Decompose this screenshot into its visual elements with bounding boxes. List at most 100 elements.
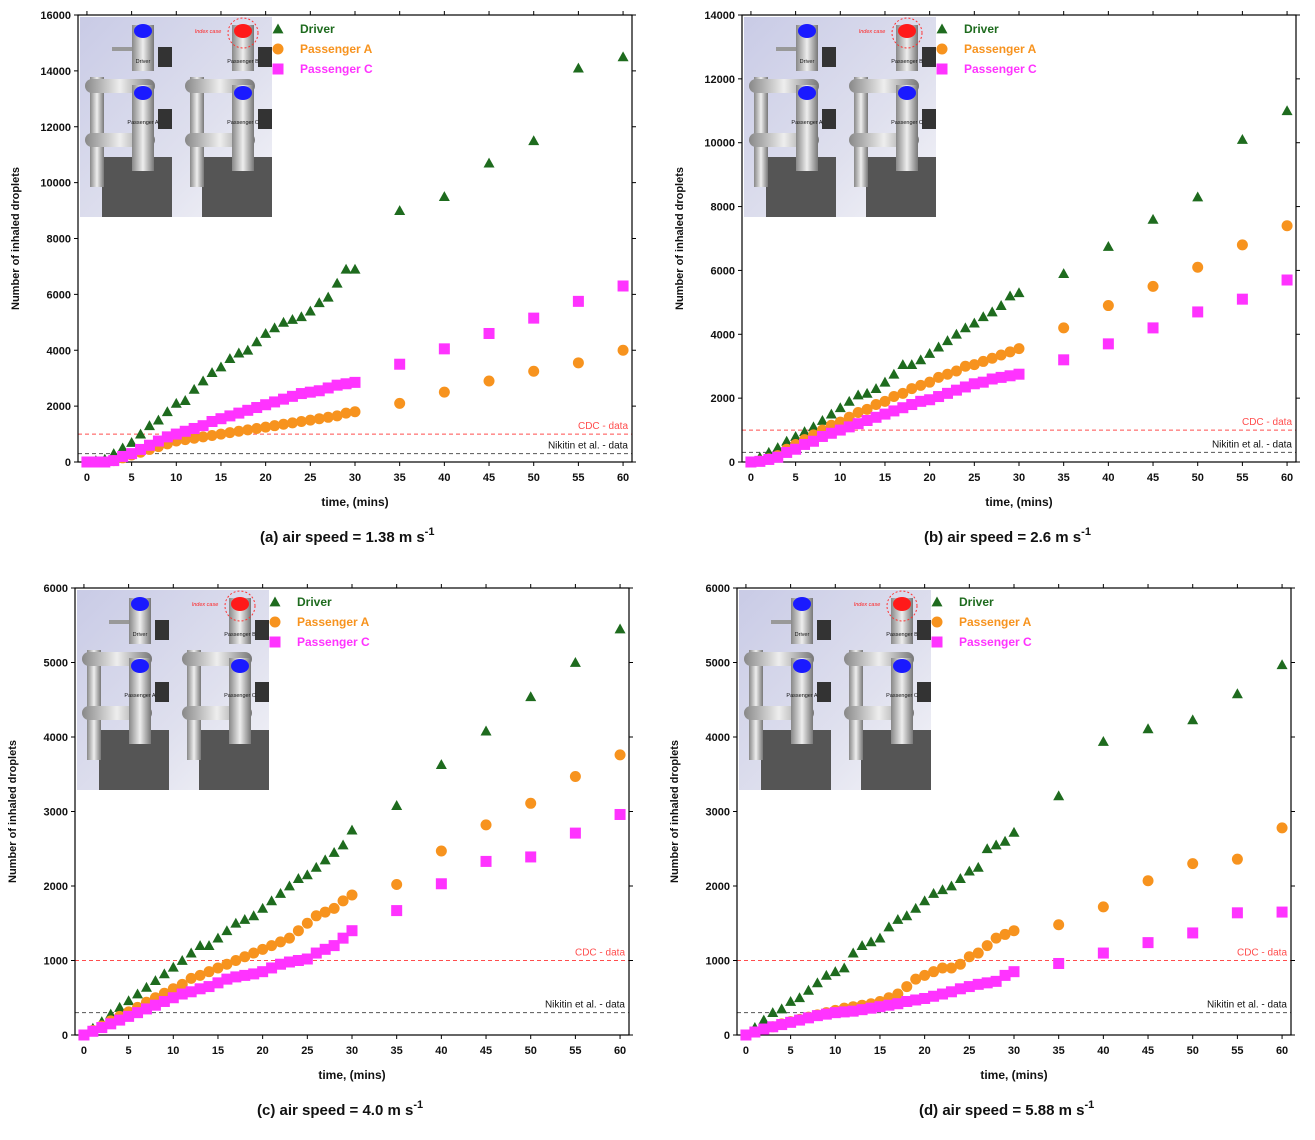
- marker-triangle: [950, 328, 962, 339]
- y-tick-label: 12000: [704, 74, 735, 86]
- x-tick-label: 45: [1142, 1045, 1154, 1057]
- x-tick-label: 0: [743, 1045, 749, 1057]
- marker-triangle: [999, 835, 1011, 846]
- marker-square: [906, 399, 918, 411]
- y-tick-label: 0: [724, 1030, 730, 1042]
- marker-square: [874, 1001, 886, 1013]
- marker-triangle: [852, 389, 864, 400]
- marker-square: [140, 1003, 152, 1015]
- mirror: [771, 620, 791, 624]
- reference-label: Nikitin et al. - data: [1212, 439, 1292, 450]
- marker-triangle: [197, 375, 209, 386]
- marker-square: [945, 986, 957, 998]
- inset-label: Passenger B: [891, 59, 923, 65]
- inset-label: Passenger C: [227, 120, 259, 126]
- marker-circle: [942, 368, 954, 380]
- x-tick-label: 40: [1097, 1045, 1109, 1057]
- head-passenger-c: [231, 659, 249, 673]
- marker-square: [266, 962, 278, 974]
- marker-circle: [239, 951, 251, 963]
- x-tick-label: 15: [212, 1045, 224, 1057]
- marker-circle: [304, 414, 316, 426]
- marker-triangle: [1008, 826, 1020, 837]
- marker-square: [215, 413, 227, 425]
- inset-label: Index case: [859, 29, 886, 35]
- y-tick-label: 2000: [711, 393, 735, 405]
- marker-circle: [394, 397, 406, 409]
- x-tick-label: 30: [349, 472, 361, 484]
- marker-square: [811, 1010, 823, 1022]
- legend-label: Passenger A: [300, 42, 373, 56]
- head-driver: [798, 24, 816, 38]
- marker-square: [167, 992, 179, 1004]
- marker-circle: [861, 403, 873, 415]
- marker-triangle: [847, 947, 859, 958]
- marker-triangle: [391, 800, 403, 810]
- marker-triangle: [781, 435, 793, 446]
- marker-circle: [995, 349, 1007, 361]
- seat-back: [749, 650, 763, 760]
- marker-circle: [1013, 343, 1025, 355]
- inset-label: Passenger C: [224, 693, 256, 699]
- reference-label: Nikitin et al. - data: [548, 441, 628, 452]
- marker-square: [924, 394, 936, 406]
- legend-label: Driver: [300, 22, 335, 36]
- marker-square: [203, 981, 215, 993]
- marker-circle: [242, 424, 254, 436]
- marker-square: [776, 1019, 788, 1031]
- marker-square: [794, 1014, 806, 1026]
- marker-circle: [295, 415, 307, 427]
- marker-triangle: [572, 62, 584, 73]
- x-tick-label: 5: [129, 472, 135, 484]
- marker-circle: [919, 969, 931, 981]
- y-tick-label: 4000: [711, 329, 735, 341]
- marker-circle: [391, 879, 403, 891]
- marker-triangle: [811, 977, 823, 988]
- marker-square: [954, 983, 966, 995]
- y-axis-label: Number of inhaled droplets: [674, 167, 686, 310]
- x-tick-label: 55: [569, 1045, 581, 1057]
- y-tick-label: 10000: [40, 178, 71, 190]
- marker-square: [310, 947, 322, 959]
- marker-square: [304, 386, 316, 398]
- inset-label: Driver: [800, 59, 815, 65]
- marker-circle: [1142, 875, 1154, 887]
- chart-panel: Driver Index case Passenger B Passenger A Pa…: [674, 10, 1300, 546]
- x-tick-label: 0: [748, 472, 754, 484]
- y-tick-label: 0: [729, 457, 735, 469]
- marker-square: [883, 999, 895, 1011]
- marker-triangle: [340, 263, 352, 274]
- marker-circle: [167, 983, 179, 995]
- inset-label: Passenger A: [791, 120, 823, 126]
- marker-square: [331, 379, 343, 391]
- marker-square: [197, 420, 209, 432]
- marker-circle: [1102, 300, 1114, 312]
- marker-square: [105, 1018, 117, 1030]
- marker-triangle: [915, 354, 927, 365]
- marker-square: [963, 981, 975, 993]
- marker-circle: [1231, 853, 1243, 865]
- legend-marker: [936, 63, 948, 75]
- marker-triangle: [986, 306, 998, 317]
- marker-circle: [269, 420, 281, 432]
- marker-triangle: [959, 322, 971, 333]
- marker-triangle: [152, 414, 164, 425]
- marker-triangle: [1276, 659, 1288, 670]
- inset-label: Index case: [195, 29, 222, 35]
- marker-square: [81, 456, 93, 468]
- body-lower: [129, 658, 151, 744]
- reference-label: CDC - data: [578, 421, 628, 432]
- dark-panel: [922, 47, 936, 67]
- marker-triangle: [194, 940, 206, 950]
- y-tick-label: 4000: [44, 732, 68, 744]
- x-tick-label: 30: [1008, 1045, 1020, 1057]
- marker-square: [767, 1021, 779, 1033]
- marker-circle: [1281, 220, 1293, 232]
- marker-square: [995, 371, 1007, 383]
- marker-triangle: [861, 387, 873, 398]
- marker-circle: [230, 955, 242, 966]
- marker-circle: [328, 902, 340, 914]
- dark-panel: [917, 682, 931, 702]
- marker-circle: [968, 359, 980, 371]
- marker-triangle: [292, 873, 304, 883]
